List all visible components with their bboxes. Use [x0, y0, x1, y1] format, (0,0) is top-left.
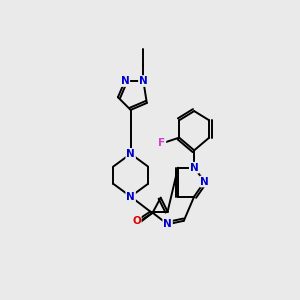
Text: N: N — [200, 176, 209, 187]
Text: F: F — [158, 138, 165, 148]
Text: N: N — [126, 149, 135, 159]
Text: N: N — [163, 219, 172, 229]
Text: N: N — [126, 191, 135, 202]
Text: N: N — [190, 163, 199, 173]
Text: O: O — [132, 216, 141, 226]
Text: N: N — [121, 76, 129, 86]
Text: N: N — [139, 76, 148, 86]
